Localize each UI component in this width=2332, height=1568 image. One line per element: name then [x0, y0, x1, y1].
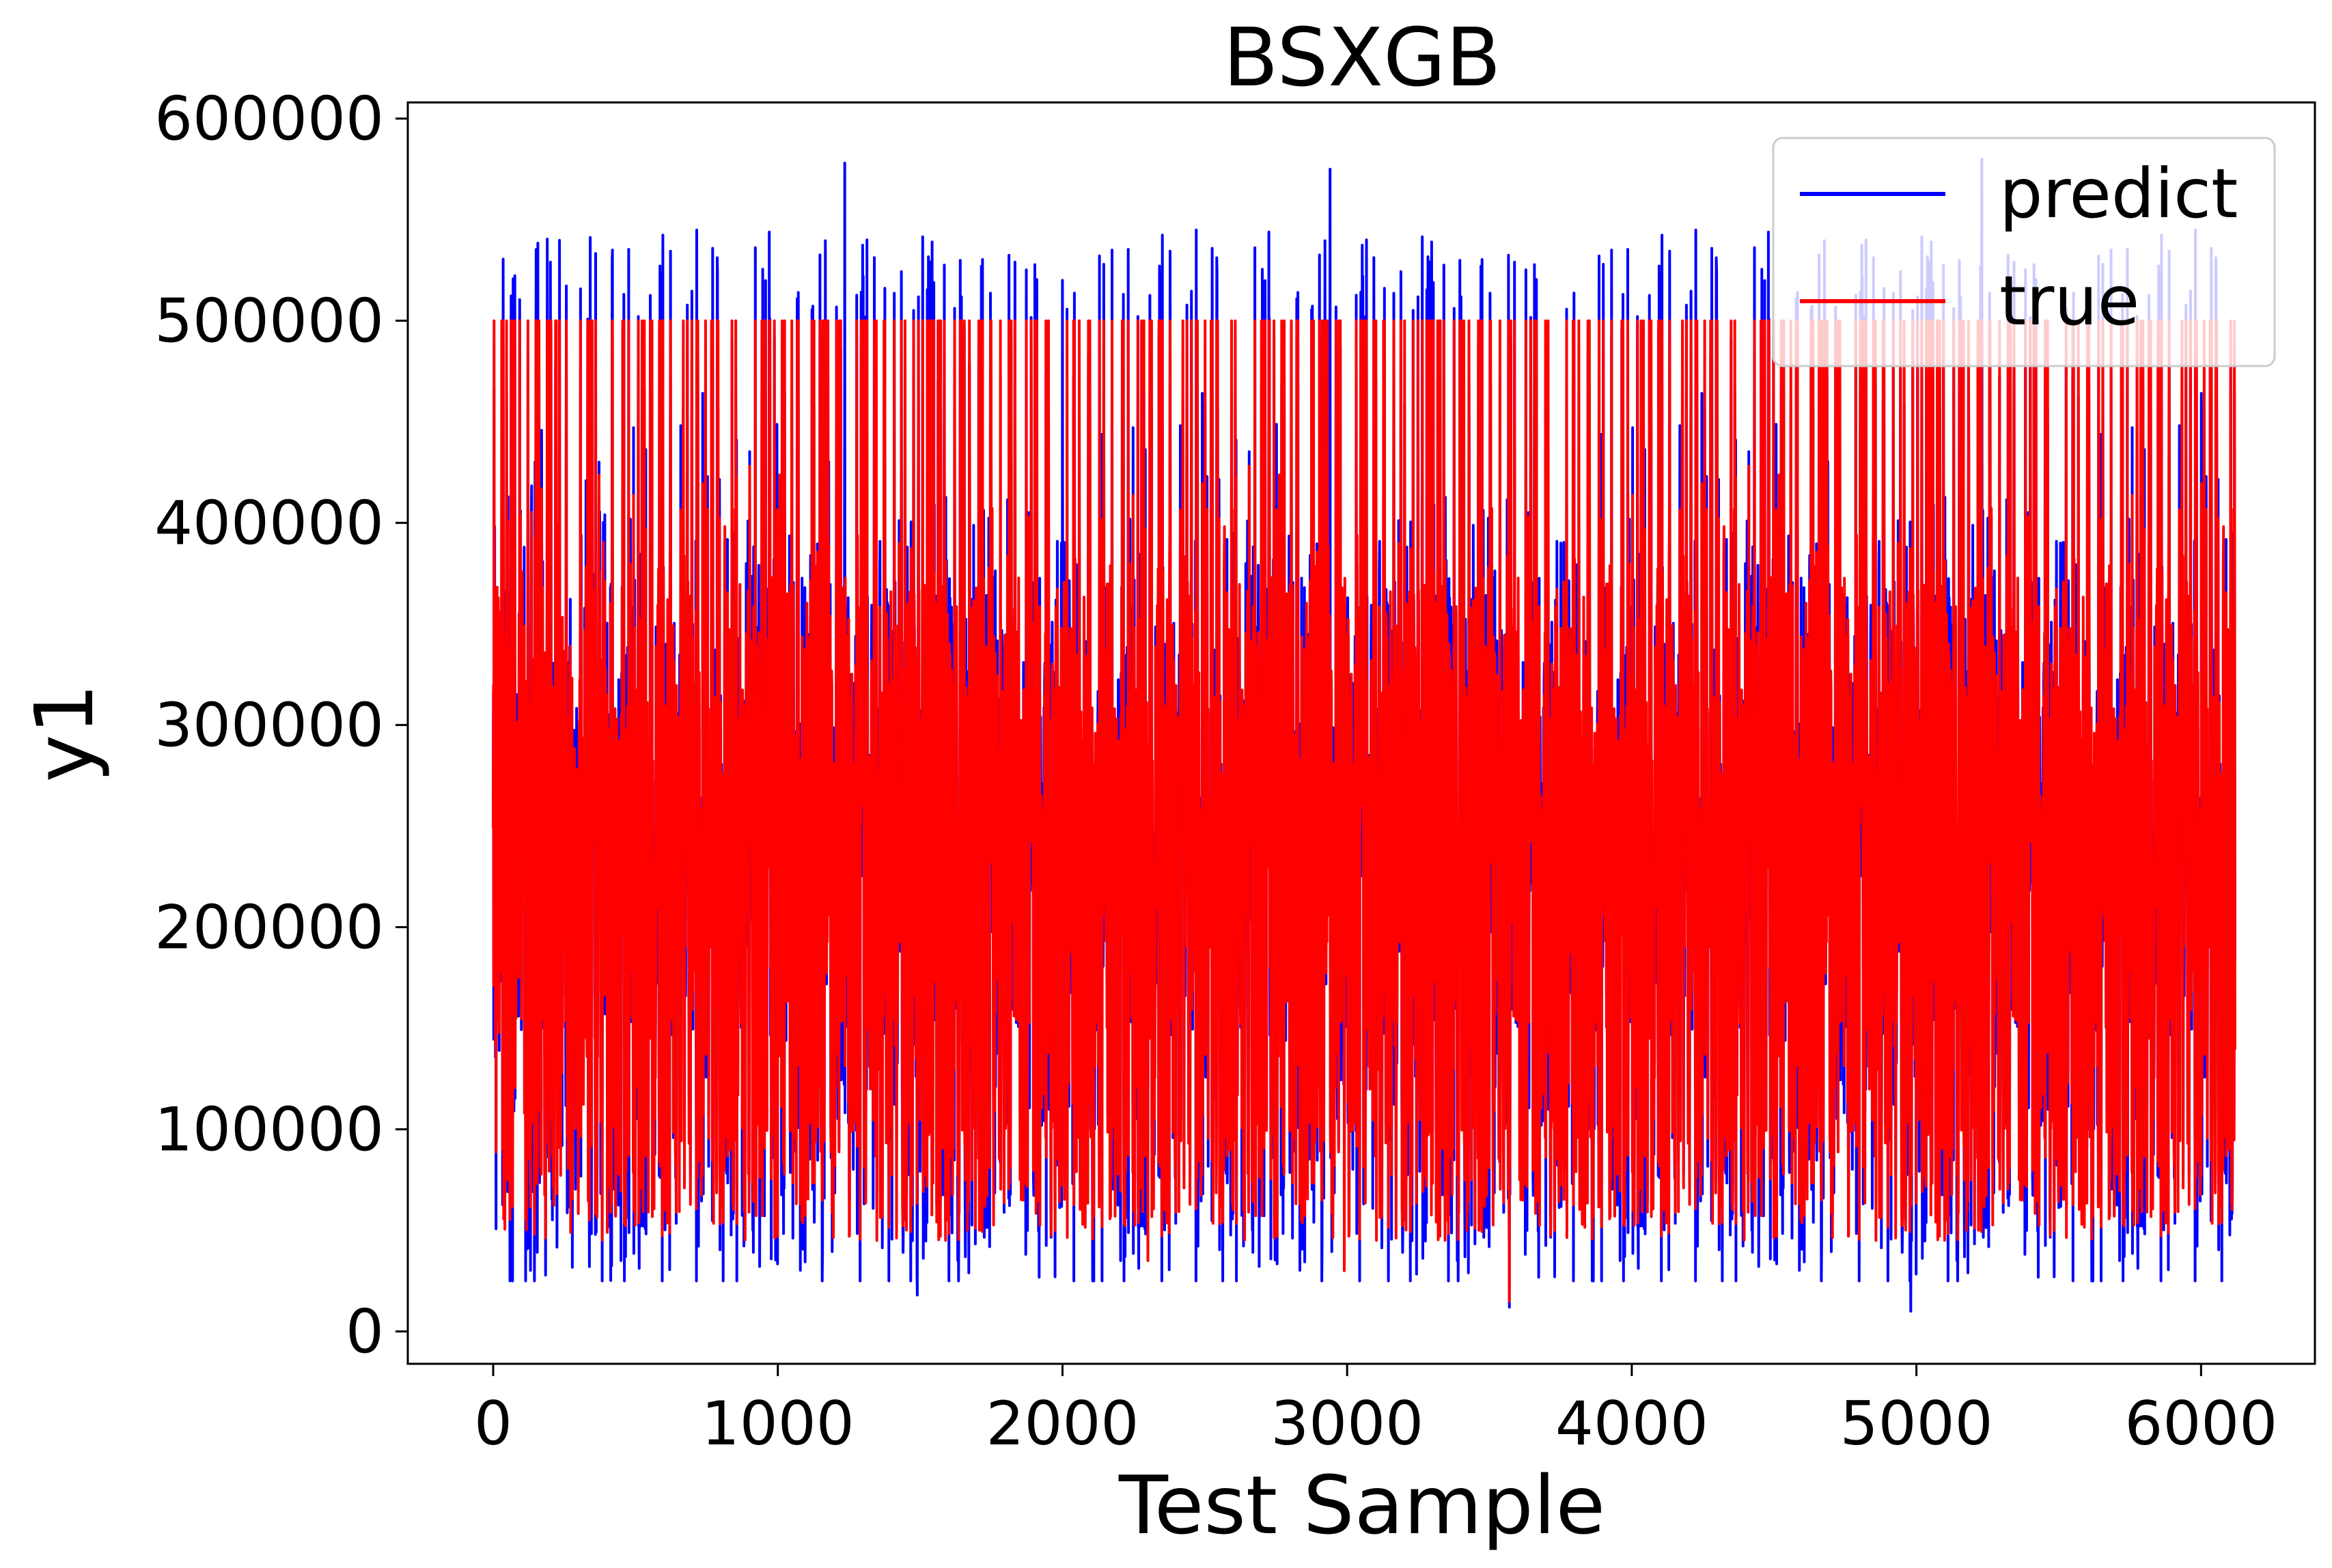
x-tick-label: 3000 — [1271, 1388, 1424, 1459]
y-tick-label: 500000 — [154, 286, 384, 356]
y-tick-label: 0 — [346, 1297, 384, 1367]
plot-area — [492, 157, 2236, 1313]
y-tick-label: 400000 — [154, 488, 384, 559]
x-tick-label: 1000 — [702, 1388, 855, 1459]
y-axis-label: y1 — [17, 684, 111, 783]
x-tick-label: 2000 — [986, 1388, 1139, 1459]
x-tick-label: 6000 — [2124, 1388, 2277, 1459]
legend-label-predict: predict — [1999, 154, 2238, 234]
y-tick-label: 300000 — [154, 690, 384, 761]
x-tick-label: 5000 — [1840, 1388, 1993, 1459]
x-tick-label: 0 — [474, 1388, 512, 1459]
x-axis: 0 1000 2000 3000 4000 5000 6000 — [474, 1364, 2277, 1459]
series-line-true — [492, 319, 2236, 1303]
legend-label-true: true — [1999, 261, 2139, 341]
y-tick-label: 600000 — [154, 84, 384, 154]
series-layer — [492, 157, 2236, 1313]
y-tick-label: 100000 — [154, 1095, 384, 1165]
y-axis: 0 100000 200000 300000 400000 500000 600000 — [154, 84, 408, 1367]
x-tick-label: 4000 — [1555, 1388, 1708, 1459]
x-axis-label: Test Sample — [1118, 1458, 1605, 1552]
chart-title: BSXGB — [1223, 10, 1501, 104]
plot-frame — [406, 101, 2316, 1365]
y-tick-label: 200000 — [154, 893, 384, 963]
legend: predict true — [1772, 137, 2276, 367]
